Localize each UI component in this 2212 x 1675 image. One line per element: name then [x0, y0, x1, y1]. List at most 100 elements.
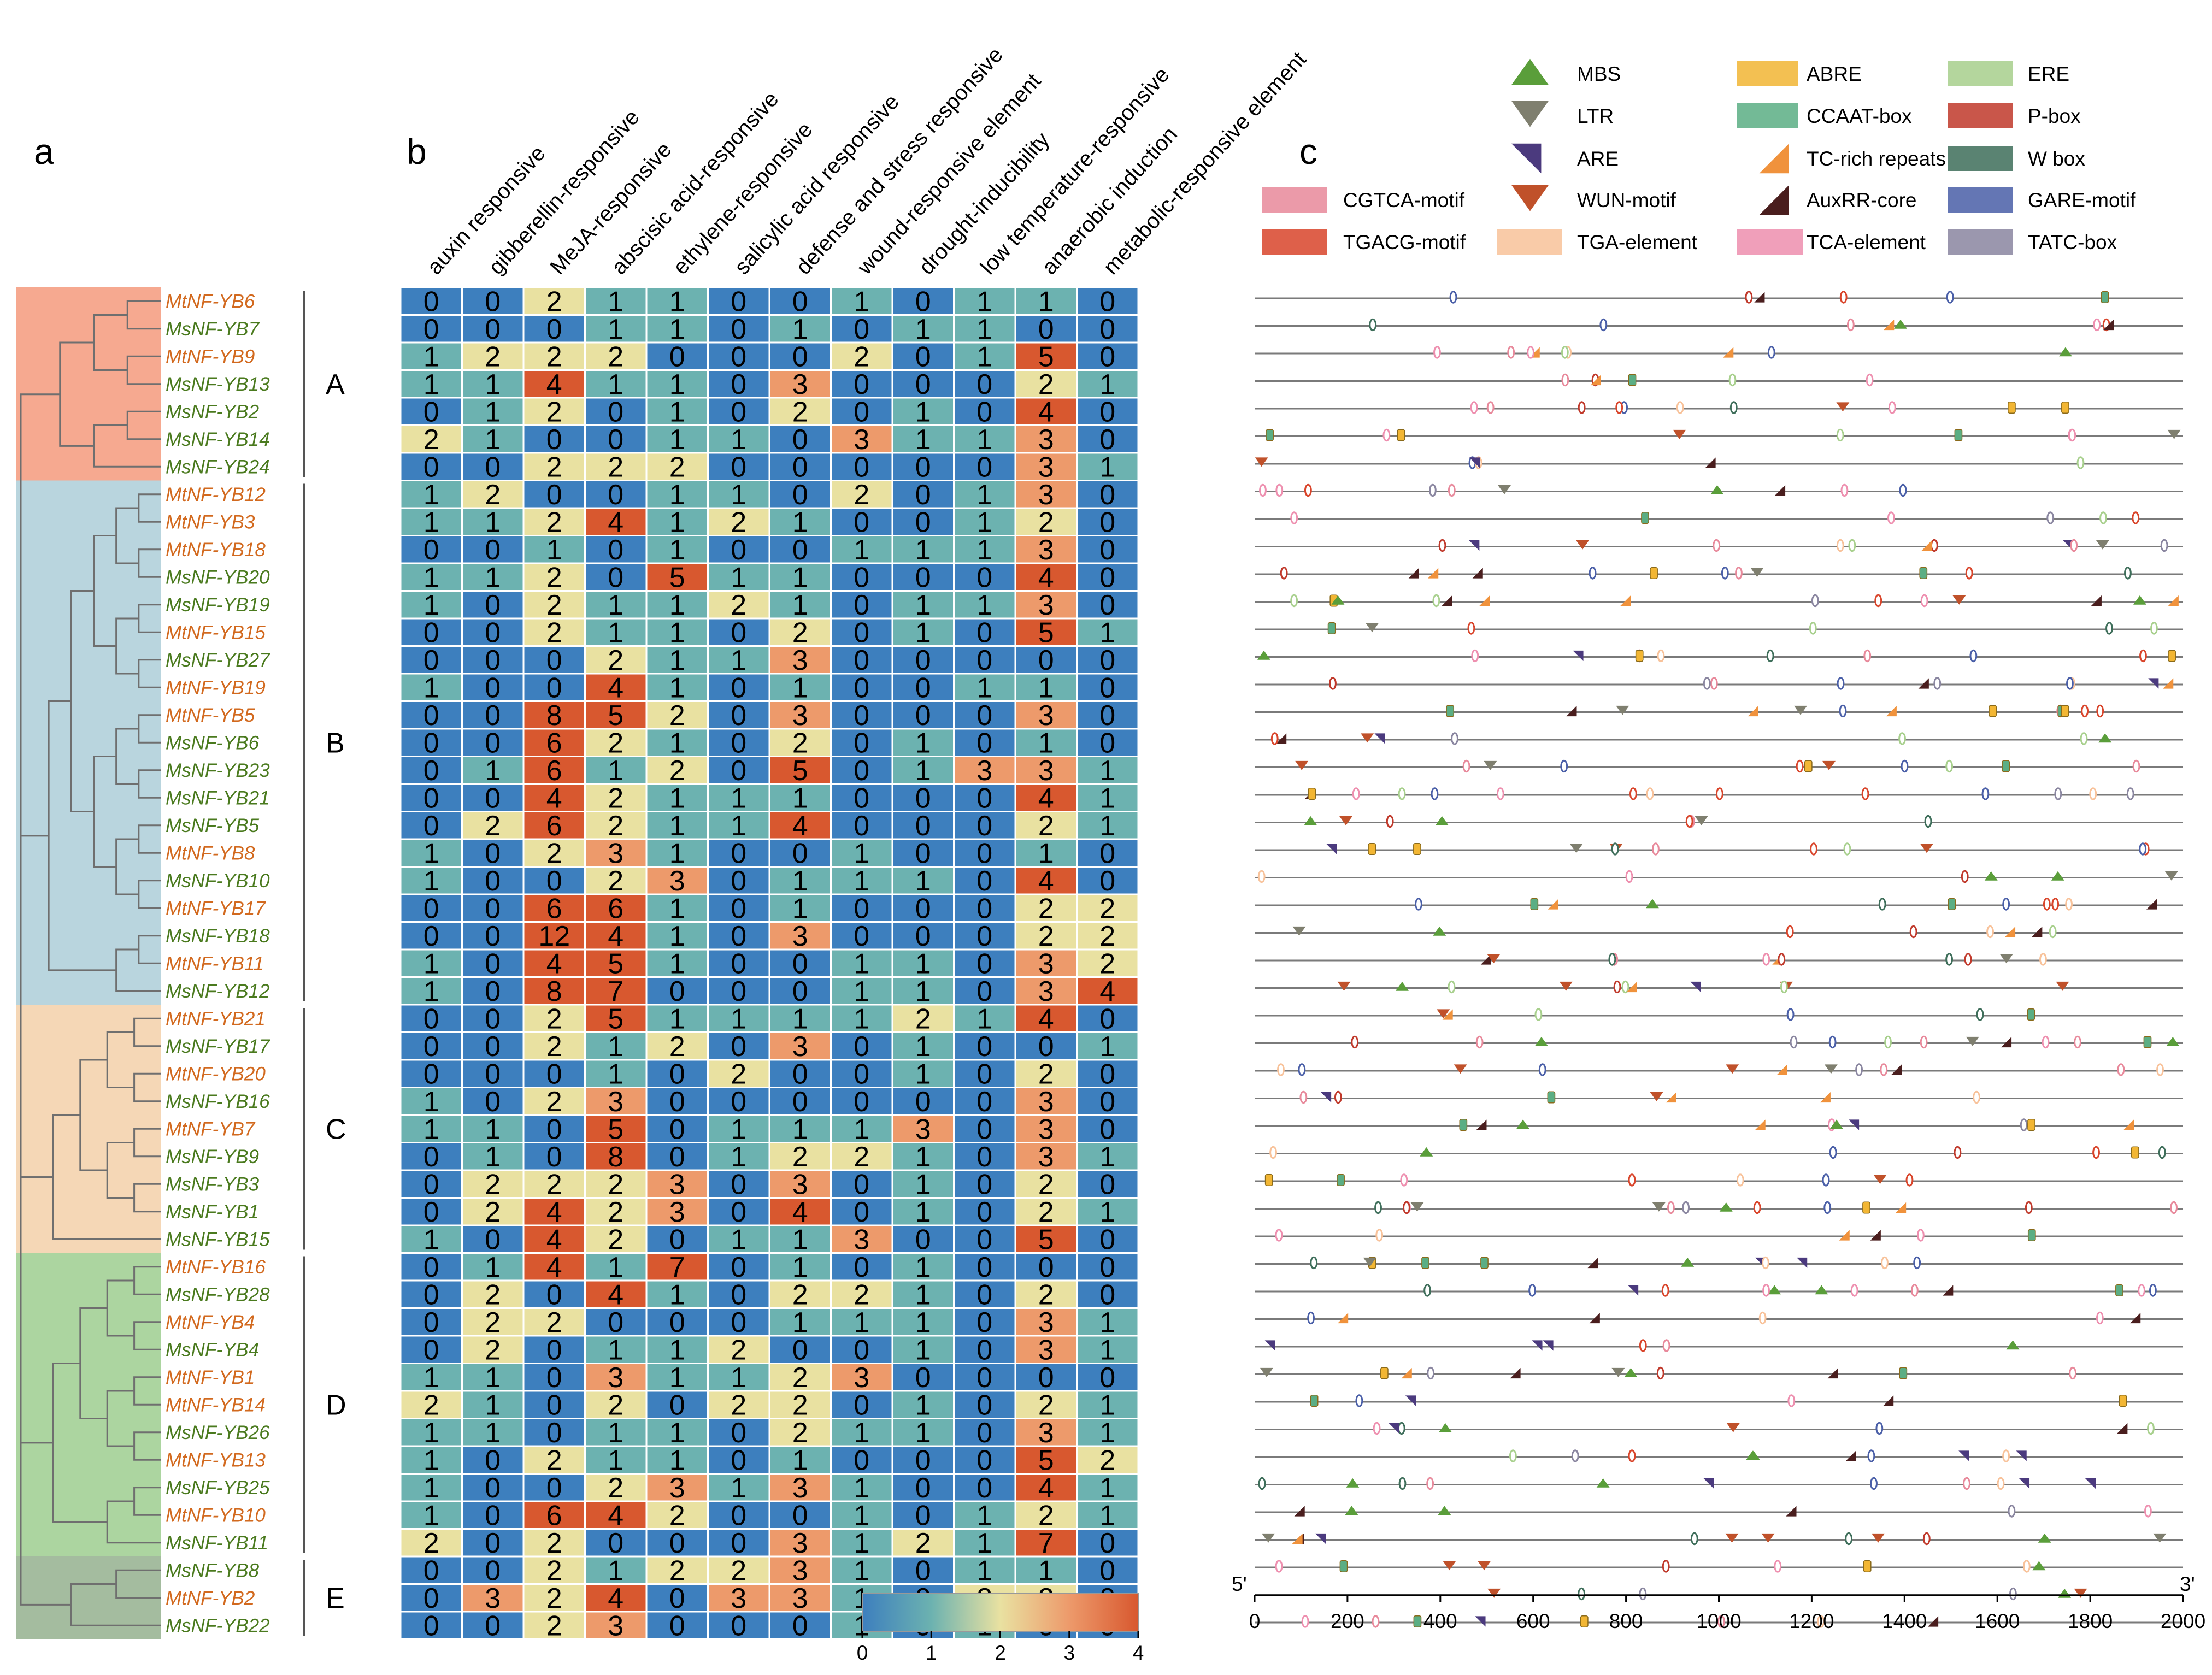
heatmap-value: 0 [485, 921, 501, 952]
motif-mark [1475, 1616, 1486, 1627]
heatmap-cell [768, 1473, 832, 1502]
heatmap-cell [707, 1363, 770, 1392]
heatmap-value: 0 [731, 396, 746, 428]
heatmap-value: 2 [485, 1196, 501, 1228]
motif-mark [1459, 1119, 1468, 1131]
heatmap-value: 0 [854, 645, 869, 676]
axis-3prime-label: 3' [2180, 1573, 2195, 1595]
heatmap-value: 0 [976, 921, 992, 952]
gene-label: MsNF-YB9 [166, 1146, 259, 1167]
heatmap-value: 3 [792, 1527, 808, 1559]
heatmap-value: 2 [546, 396, 562, 428]
motif-mark [1479, 595, 1490, 606]
heatmap-cell [522, 1528, 586, 1558]
heatmap-cell [522, 1224, 586, 1254]
motif-mark [1258, 1477, 1266, 1490]
gene-label: MtNF-YB20 [166, 1063, 266, 1084]
motif-mark [2004, 926, 2016, 937]
heatmap-value: 1 [608, 1252, 623, 1283]
heatmap-cell [399, 590, 463, 620]
heatmap-cell [1076, 1418, 1139, 1447]
motif-mark [1855, 1063, 1863, 1076]
heatmap-cell [953, 673, 1016, 702]
motif-mark [2147, 1422, 2155, 1435]
heatmap-value: 1 [423, 479, 439, 511]
motif-mark [1260, 1367, 1273, 1377]
heatmap-value: 0 [731, 1444, 746, 1476]
motif-mark [1413, 1615, 1422, 1627]
heatmap-cell [399, 700, 463, 730]
heatmap-value: 0 [1099, 1086, 1115, 1118]
heatmap-cell [522, 783, 586, 812]
heatmap-value: 1 [915, 1279, 931, 1311]
heatmap-value: 1 [485, 1417, 501, 1449]
heatmap-cell [891, 811, 955, 840]
motif-mark [1578, 1587, 1586, 1601]
heatmap-cell [399, 838, 463, 868]
motif-mark [1746, 1450, 1760, 1460]
heatmap-cell [584, 341, 648, 371]
motif-mark [1400, 1173, 1408, 1187]
heatmap-value: 3 [1038, 479, 1054, 511]
motif-mark [1736, 1173, 1744, 1187]
heatmap-cell [707, 286, 770, 316]
motif-mark [1880, 1063, 1888, 1076]
heatmap-value: 1 [423, 1472, 439, 1504]
heatmap-cell [1014, 1059, 1078, 1088]
heatmap-value: 2 [546, 1444, 562, 1476]
heatmap-value: 1 [915, 865, 931, 897]
heatmap-cell [891, 1500, 955, 1530]
heatmap-cell [768, 756, 832, 785]
tree-branch [115, 617, 139, 675]
motif-mark [1486, 401, 1495, 414]
motif-mark [1435, 816, 1449, 825]
motif-mark [1999, 954, 2013, 964]
heatmap-value: 1 [731, 1472, 746, 1504]
motif-mark [1624, 1367, 1638, 1377]
heatmap-value: 4 [608, 1583, 623, 1614]
heatmap-value: 0 [1099, 645, 1115, 676]
motif-mark [1759, 185, 1789, 215]
motif-mark [1652, 1202, 1666, 1212]
heatmap-value: 2 [854, 479, 869, 511]
heatmap-value: 2 [792, 396, 808, 428]
heatmap-value: 0 [854, 921, 869, 952]
heatmap-value: 1 [669, 1362, 685, 1394]
heatmap-value: 0 [608, 396, 623, 428]
heatmap-value: 2 [546, 341, 562, 373]
heatmap-value: 1 [731, 782, 746, 814]
heatmap-value: 1 [731, 645, 746, 676]
heatmap-value: 0 [546, 424, 562, 456]
heatmap-cell [645, 756, 709, 785]
heatmap-value: 3 [976, 755, 992, 787]
heatmap-value: 1 [976, 479, 992, 511]
legend-label: TGACG-motif [1343, 231, 1466, 253]
heatmap-value: 2 [1099, 921, 1115, 952]
heatmap-value: 6 [546, 1500, 562, 1531]
motif-mark [1924, 815, 1932, 828]
heatmap-value: 0 [976, 1113, 992, 1145]
heatmap-value: 0 [792, 948, 808, 980]
heatmap-value: 3 [1038, 1417, 1054, 1449]
motif-mark [1811, 594, 1819, 608]
motif-mark [1295, 760, 1309, 770]
gene-label: MtNF-YB21 [166, 1008, 266, 1029]
heatmap-value: 2 [1038, 506, 1054, 538]
motif-mark [1405, 1395, 1416, 1406]
heatmap-value: 0 [669, 976, 685, 1007]
heatmap-value: 1 [669, 506, 685, 538]
heatmap-value: 0 [854, 810, 869, 842]
motif-mark [2160, 539, 2168, 552]
heatmap-cell [707, 1169, 770, 1199]
motif-mark [1827, 1367, 1838, 1379]
heatmap-value: 0 [854, 562, 869, 593]
heatmap-value: 2 [485, 479, 501, 511]
motif-mark [1836, 402, 1850, 412]
heatmap-value: 3 [608, 1610, 623, 1642]
motif-mark [1639, 1587, 1647, 1601]
motif-mark [1487, 954, 1501, 964]
heatmap-value: 6 [546, 727, 562, 759]
motif-mark [2093, 318, 2101, 332]
motif-mark [1560, 759, 1568, 773]
heatmap-value: 0 [792, 1334, 808, 1366]
